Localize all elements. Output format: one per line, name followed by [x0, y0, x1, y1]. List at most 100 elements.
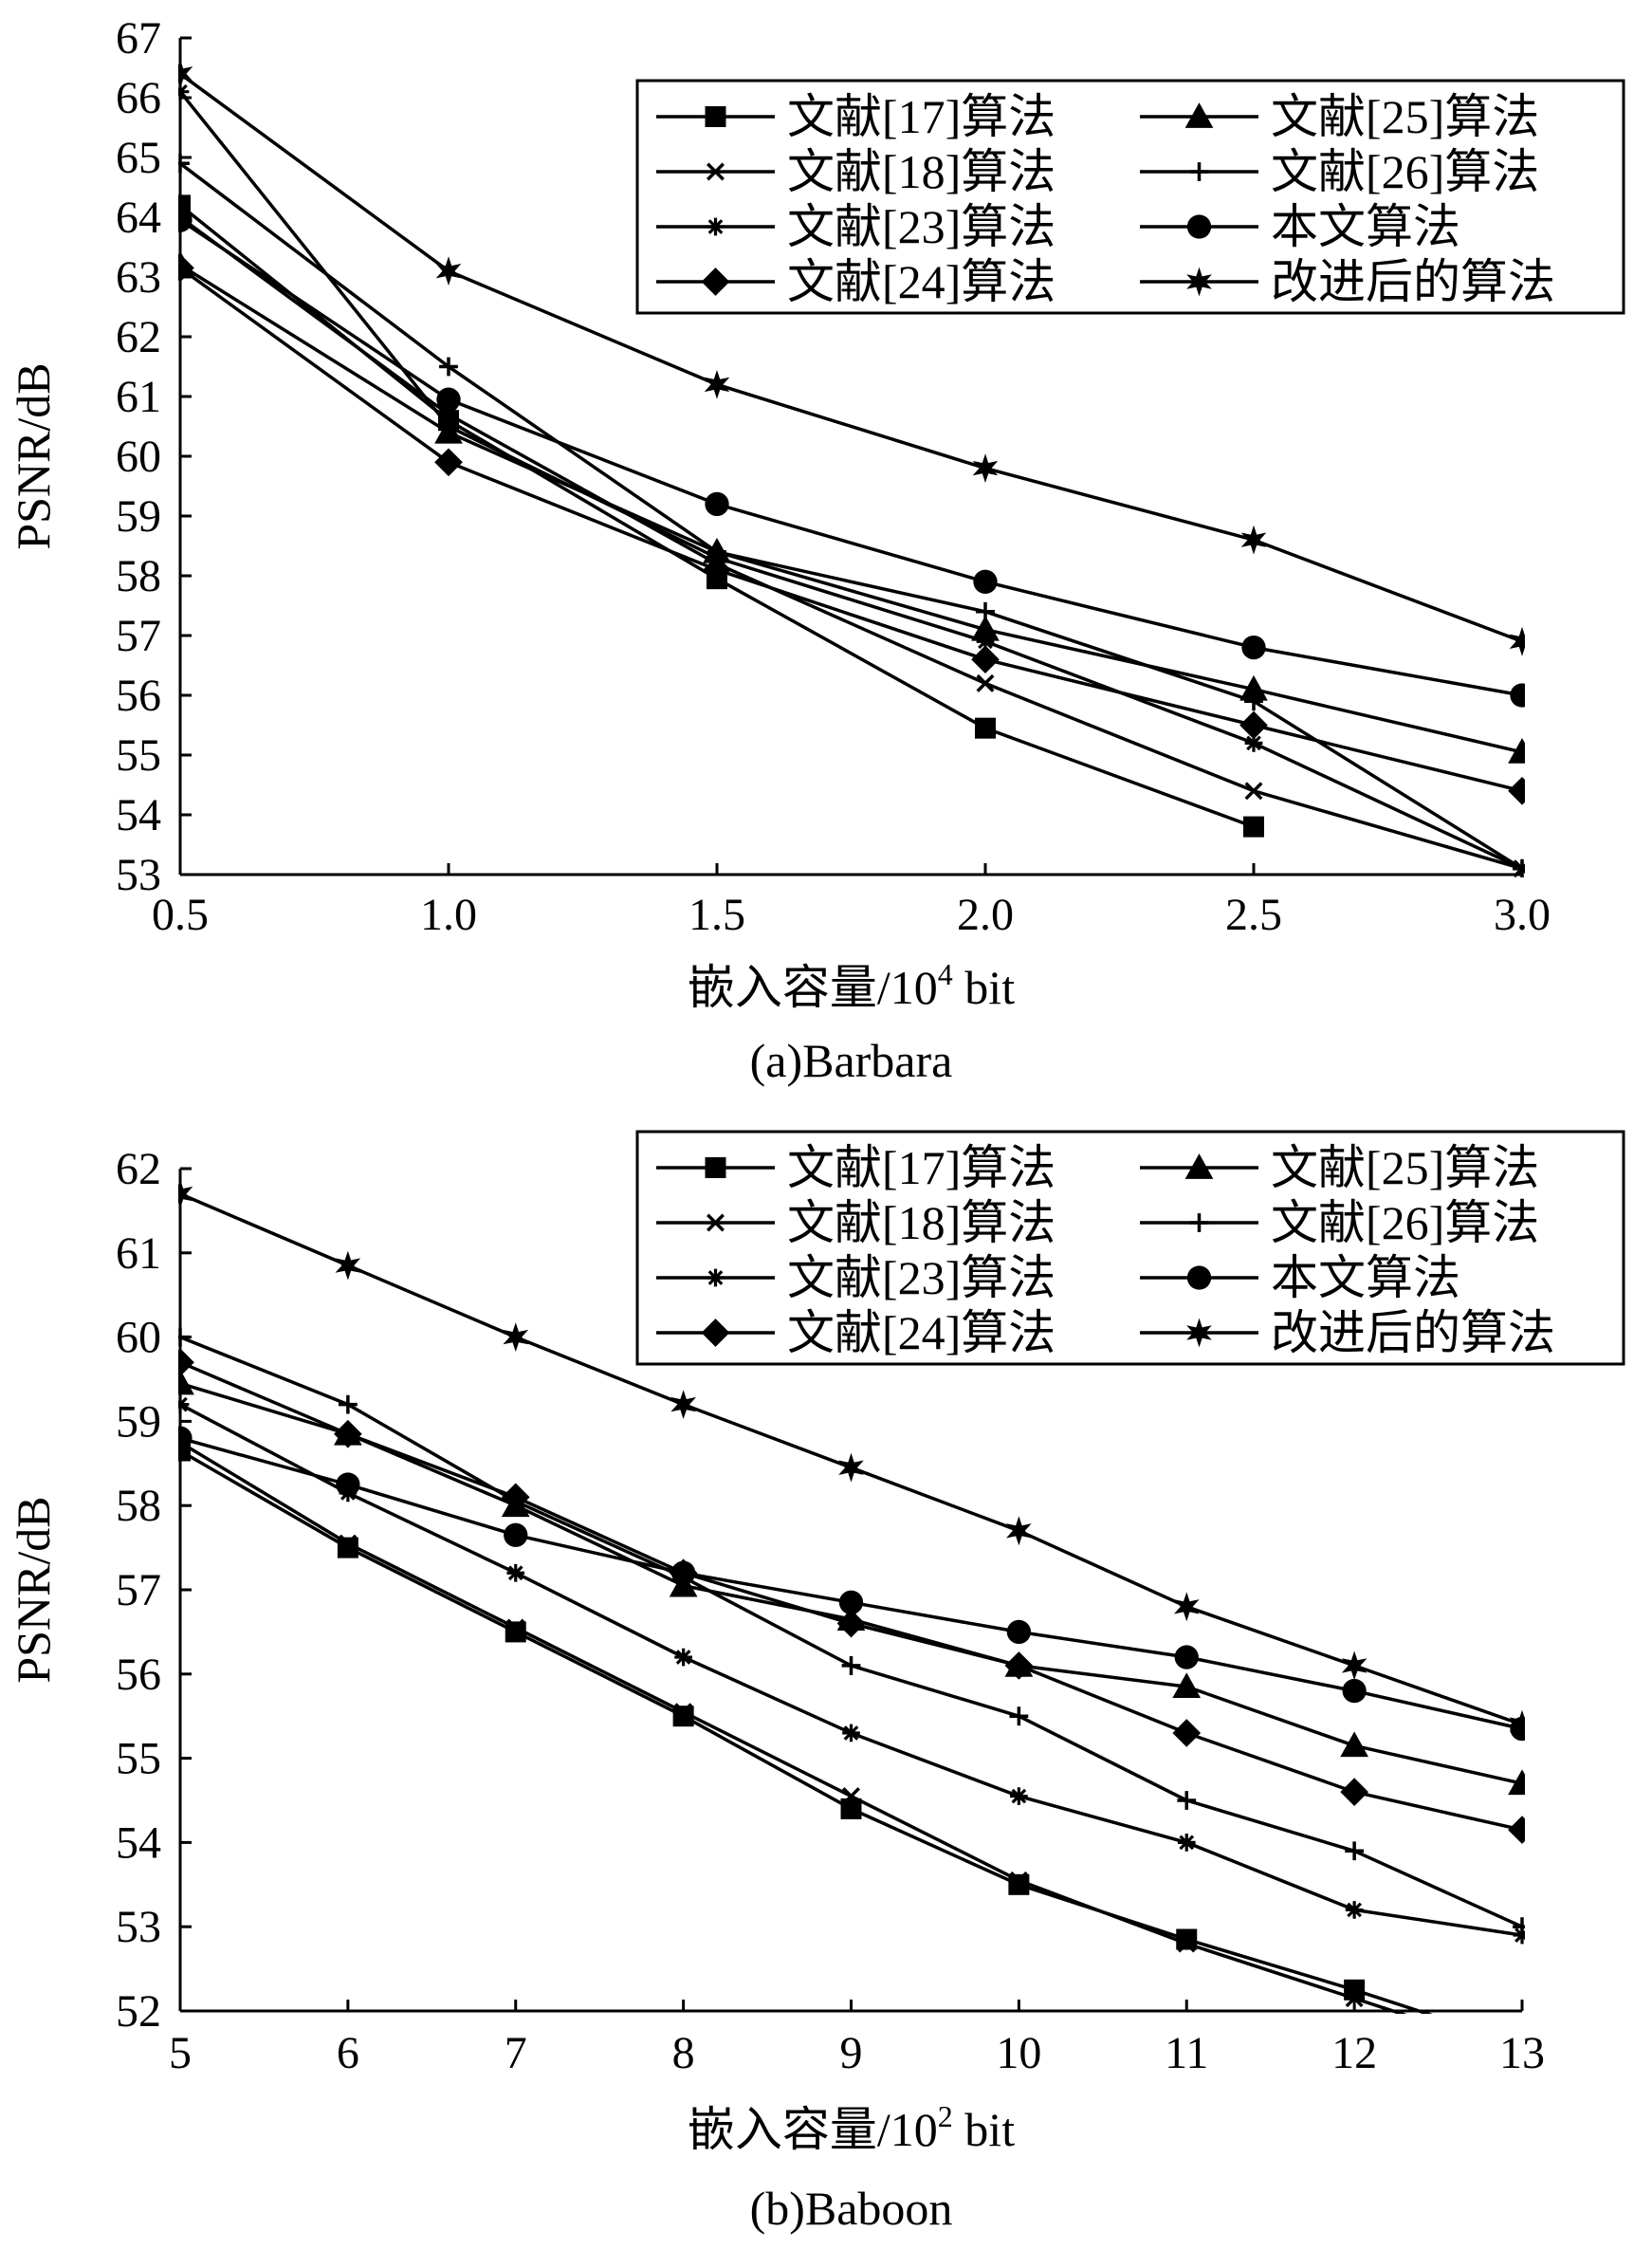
legend-marker-plus [1189, 1213, 1209, 1232]
y-tick-label: 52 [116, 1986, 161, 2037]
chart-caption: (a)Barbara [750, 1034, 953, 1087]
data-point-triangle [178, 250, 194, 277]
data-point-star [972, 453, 999, 483]
data-point-star [1509, 1709, 1525, 1740]
legend-label: 文献[24]算法 [787, 1306, 1055, 1359]
legend-label: 文献[23]算法 [787, 200, 1055, 253]
legend-marker-square [705, 106, 726, 127]
data-point-star [1240, 525, 1267, 555]
data-point-circle [1174, 1645, 1199, 1669]
data-point-plus [439, 357, 458, 377]
data-point-diamond [1239, 710, 1268, 740]
y-tick-label: 67 [116, 13, 161, 64]
series-3 [178, 1395, 1525, 1945]
legend-marker-triangle [1184, 1153, 1214, 1179]
legend-marker-circle [1186, 1265, 1212, 1290]
series-line [178, 267, 1523, 793]
legend-label: 改进后的算法 [1271, 255, 1555, 308]
legend-label: 文献[24]算法 [787, 255, 1055, 308]
x-tick-label: 1.5 [688, 890, 745, 940]
legend-marker-star [1186, 267, 1212, 297]
x-tick-label: 13 [1499, 2028, 1545, 2078]
data-point-plus [338, 1394, 358, 1414]
data-point-plus [1177, 1791, 1197, 1810]
y-tick-label: 59 [116, 491, 161, 542]
data-point-asterisk [1010, 1787, 1028, 1805]
legend-marker-plus [1189, 162, 1209, 181]
data-point-x [674, 1703, 693, 1722]
legend-item: 本文算法 [1140, 1251, 1460, 1304]
data-point-x [976, 673, 995, 692]
series-line [178, 215, 1523, 871]
plot-area [178, 1179, 1525, 2014]
legend-marker-square [705, 1157, 726, 1178]
y-tick-label: 57 [116, 1565, 161, 1615]
data-point-circle [973, 569, 998, 594]
legend-marker-x [707, 162, 725, 181]
data-point-plus [1345, 1841, 1365, 1861]
y-tick-label: 58 [116, 1481, 161, 1531]
legend-item: 文献[25]算法 [1140, 90, 1539, 143]
series-6 [178, 1327, 1525, 1937]
x-tick-label: 7 [505, 2028, 527, 2078]
data-point-plus [707, 542, 726, 562]
y-tick-label: 54 [116, 790, 161, 840]
data-point-square [337, 1537, 358, 1558]
data-point-circle [838, 1590, 864, 1614]
series-line [179, 1441, 1407, 2014]
data-point-star [503, 1322, 529, 1352]
x-tick-label: 1.0 [420, 890, 477, 940]
legend-item: 文献[18]算法 [656, 1196, 1055, 1249]
legend-item: 改进后的算法 [1140, 1306, 1555, 1359]
data-point-x [339, 1534, 358, 1553]
y-tick-label: 61 [116, 372, 161, 422]
data-point-star [335, 1250, 361, 1281]
series-2 [178, 1433, 1407, 2014]
data-point-x [1009, 1871, 1028, 1890]
series-5 [178, 250, 1525, 764]
data-point-asterisk [976, 632, 995, 651]
legend-item: 文献[26]算法 [1140, 1196, 1539, 1249]
y-tick-label: 57 [116, 611, 161, 661]
data-point-circle [178, 208, 193, 232]
y-tick-label: 64 [116, 193, 161, 243]
y-tick-label: 63 [116, 252, 161, 303]
data-point-x [506, 1618, 525, 1637]
data-point-asterisk [178, 83, 190, 101]
data-point-asterisk [178, 1395, 190, 1413]
series-line [178, 161, 1523, 871]
data-point-x [842, 1787, 860, 1806]
data-point-diamond [1172, 1719, 1202, 1747]
chart-barbara: 53 54 55 56 57 58 59 60 61 62 63 64 65 66 67 0.5 1.0 1.5 2… [7, 13, 1625, 1087]
legend-item: 文献[26]算法 [1140, 145, 1539, 198]
y-tick-label: 66 [116, 73, 161, 123]
chart-caption: (b)Baboon [750, 2182, 953, 2235]
series-line [179, 218, 1523, 697]
data-point-plus [841, 1656, 861, 1675]
data-point-diamond [1508, 1816, 1525, 1844]
data-point-x [1177, 1934, 1196, 1953]
data-point-plus [1513, 858, 1525, 877]
data-point-triangle [1172, 1672, 1202, 1698]
data-point-plus [976, 601, 995, 621]
data-point-triangle [334, 1419, 362, 1446]
data-point-circle [1006, 1619, 1032, 1645]
legend-item: 文献[17]算法 [656, 90, 1055, 143]
legend-label: 文献[17]算法 [787, 90, 1055, 143]
data-point-circle [178, 1426, 193, 1450]
y-tick-label: 62 [116, 312, 161, 362]
y-tick-label: 65 [116, 133, 161, 183]
y-tick-label: 60 [116, 432, 161, 482]
data-point-diamond [178, 1348, 194, 1377]
legend-marker-triangle [1184, 102, 1214, 128]
data-point-square [975, 717, 996, 739]
x-tick-label: 0.5 [152, 890, 209, 940]
data-point-star [1341, 1651, 1367, 1681]
legend-label: 文献[25]算法 [1271, 90, 1539, 143]
legend-box [635, 79, 1625, 315]
x-axis-title: 嵌入容量/104 bit [688, 957, 1015, 1014]
data-point-plus [178, 154, 190, 174]
legend-label: 文献[17]算法 [787, 1141, 1055, 1194]
x-tick-label: 11 [1165, 2028, 1208, 2078]
